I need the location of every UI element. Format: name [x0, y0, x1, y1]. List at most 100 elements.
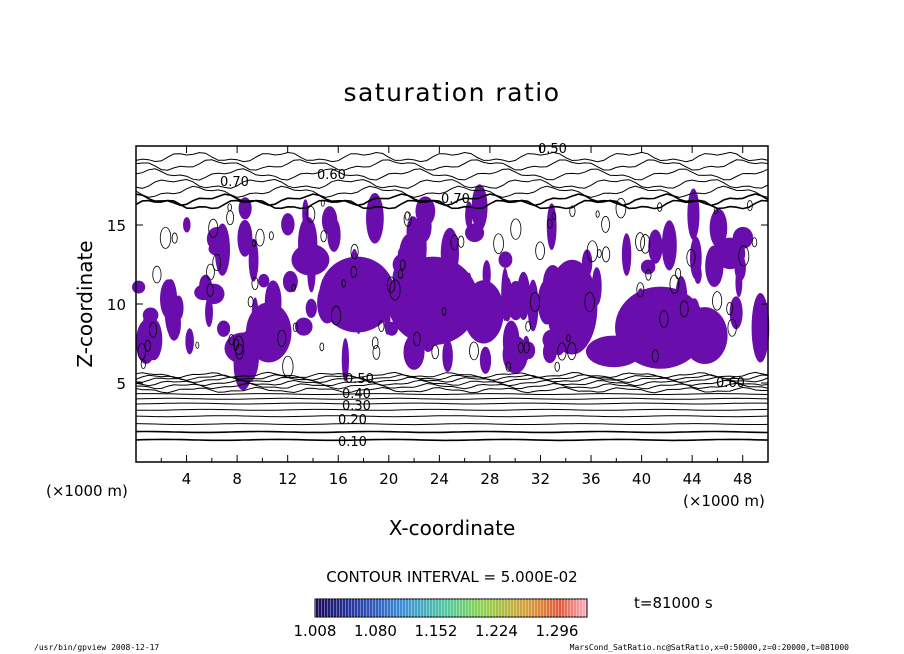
y-axis-label: Z-coordinate — [73, 240, 97, 367]
contour-cell — [469, 341, 479, 361]
supersaturation-cell — [167, 306, 181, 341]
contour-cell — [738, 245, 750, 267]
supersaturation-cell — [542, 329, 560, 350]
supersaturation-cell — [588, 296, 596, 331]
contour-line — [135, 430, 769, 434]
chart-title: saturation ratio — [343, 78, 560, 107]
x-tick-label: 44 — [683, 470, 702, 488]
supersaturation-cell — [264, 280, 282, 324]
contour-cell — [510, 218, 522, 240]
contour-cell — [569, 205, 576, 217]
contour-line — [135, 408, 769, 411]
x-tick-label: 24 — [430, 470, 449, 488]
supersaturation-cell — [482, 260, 491, 289]
supersaturation-cell — [648, 229, 663, 264]
contour-cell — [350, 243, 359, 260]
contour-line — [135, 185, 769, 198]
y-tick-label: 10 — [107, 296, 126, 314]
supersaturation-cell — [415, 196, 436, 227]
x-tick-label: 16 — [329, 470, 348, 488]
contour-cell — [212, 254, 222, 271]
contour-line — [135, 371, 769, 379]
supersaturation-cell — [420, 312, 439, 336]
contour-cell — [746, 200, 753, 212]
footer-left: /usr/bin/gpview 2008-12-17 — [34, 643, 159, 652]
x-tick-label: 8 — [232, 470, 242, 488]
supersaturation-cell — [194, 284, 213, 301]
x-tick-label: 12 — [278, 470, 297, 488]
supersaturation-cell — [294, 317, 313, 336]
supersaturation-cell — [185, 328, 194, 355]
supersaturation-cell — [440, 227, 460, 279]
contour-cell — [679, 300, 689, 318]
supersaturation-cell — [366, 192, 384, 244]
supersaturation-cell — [734, 254, 746, 282]
contour-cell — [457, 235, 465, 248]
contour-cell — [268, 231, 274, 241]
contour-cell — [584, 291, 595, 313]
supersaturation-cell — [183, 217, 191, 233]
contour-cell — [251, 276, 259, 290]
contour-cell — [635, 232, 645, 252]
supersaturation-cell — [652, 320, 664, 351]
colorbar-ticks: 1.008 1.080 1.152 1.224 1.296 — [294, 622, 579, 640]
contour-cell — [171, 232, 178, 244]
contour-cell — [319, 342, 325, 352]
contour-cell — [386, 276, 396, 294]
contour-line — [135, 397, 769, 400]
contour-cell — [159, 226, 172, 249]
contour-cell — [137, 343, 147, 360]
contour-cell — [554, 361, 560, 372]
supersaturation-cell — [689, 236, 702, 280]
contour-line — [135, 402, 769, 405]
contour-cell — [320, 230, 327, 243]
contour-cell — [277, 329, 287, 347]
time-label: t=81000 s — [634, 594, 713, 612]
contour-cell — [651, 349, 659, 363]
contour-label: 0.70 — [220, 175, 249, 190]
supersaturation-cell — [628, 336, 638, 349]
contour-cell — [282, 355, 294, 378]
contour-cell — [601, 246, 611, 263]
supersaturation-cell — [675, 276, 688, 322]
supersaturation-cell — [435, 307, 449, 342]
supersaturation-cell — [233, 336, 253, 391]
supersaturation-cell — [442, 272, 463, 316]
supersaturation-cell — [516, 271, 531, 320]
supersaturation-cell — [621, 233, 632, 276]
supersaturation-cell — [501, 267, 509, 322]
contour-label: 0.50 — [538, 142, 567, 157]
contour-cell — [657, 202, 663, 212]
colorbar-tick-label: 1.296 — [536, 622, 579, 640]
supersaturation-cell — [281, 213, 295, 236]
supersaturation-cell — [687, 188, 700, 241]
contour-cell — [378, 320, 385, 332]
supersaturation-cell — [217, 320, 231, 337]
supersaturation-cell — [522, 335, 531, 361]
supersaturation-cell — [636, 288, 645, 310]
supersaturation-cell — [732, 226, 754, 249]
contour-cell — [713, 207, 718, 215]
contour-cell — [206, 263, 215, 281]
contour-cell — [255, 228, 265, 247]
contour-cell — [399, 259, 406, 271]
contour-cell — [645, 269, 652, 281]
supersaturation-cell — [317, 282, 338, 324]
supersaturation-cell — [214, 223, 231, 276]
contour-cell — [431, 344, 439, 360]
colorbar-tick-label: 1.152 — [415, 622, 458, 640]
contour-cell — [152, 265, 162, 284]
contour-cell — [233, 335, 244, 355]
contour-line — [135, 376, 769, 384]
contour-cell — [404, 211, 410, 221]
x-axis-ticks: 4 8 12 16 20 24 28 32 36 40 44 48 — [160, 146, 752, 488]
x-tick-label: 32 — [531, 470, 550, 488]
contour-cell — [727, 318, 737, 337]
contour-cell — [292, 322, 298, 333]
contour-cell — [615, 197, 627, 219]
footer-right: MarsCond_SatRatio.nc@SatRatio,x=0:50000,… — [570, 643, 850, 652]
contour-cell — [523, 341, 530, 354]
supersaturation-cell — [327, 218, 341, 252]
supersaturation-cell — [705, 245, 724, 288]
